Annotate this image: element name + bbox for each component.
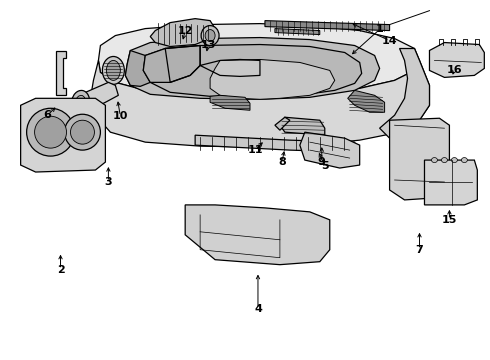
- Text: 11: 11: [247, 145, 263, 155]
- Text: 5: 5: [321, 161, 329, 171]
- Polygon shape: [265, 21, 390, 31]
- Polygon shape: [55, 50, 66, 95]
- Text: 4: 4: [254, 305, 262, 315]
- Polygon shape: [98, 24, 419, 95]
- Ellipse shape: [201, 26, 219, 45]
- Ellipse shape: [75, 95, 86, 109]
- Polygon shape: [300, 132, 360, 168]
- Polygon shape: [75, 82, 119, 112]
- Ellipse shape: [441, 158, 447, 163]
- Circle shape: [71, 120, 95, 144]
- Polygon shape: [390, 118, 449, 200]
- Text: 8: 8: [278, 157, 286, 167]
- Ellipse shape: [462, 158, 467, 163]
- Polygon shape: [210, 95, 250, 110]
- Ellipse shape: [205, 30, 215, 41]
- Text: 2: 2: [57, 265, 64, 275]
- Ellipse shape: [72, 90, 90, 114]
- Polygon shape: [210, 59, 335, 99]
- Text: 14: 14: [382, 36, 397, 46]
- Polygon shape: [185, 205, 330, 265]
- Polygon shape: [125, 50, 150, 86]
- Text: 3: 3: [104, 177, 112, 187]
- Circle shape: [26, 108, 74, 156]
- Polygon shape: [280, 117, 325, 135]
- Text: 16: 16: [446, 66, 462, 76]
- Polygon shape: [91, 60, 429, 147]
- Ellipse shape: [102, 57, 124, 84]
- Polygon shape: [143, 45, 200, 82]
- Ellipse shape: [432, 158, 438, 163]
- Text: 9: 9: [318, 157, 326, 167]
- Text: 12: 12: [177, 26, 193, 36]
- Text: 15: 15: [441, 215, 457, 225]
- Polygon shape: [429, 42, 484, 77]
- Text: 13: 13: [200, 40, 216, 50]
- Text: 1: 1: [376, 24, 384, 35]
- Text: 7: 7: [416, 245, 423, 255]
- Ellipse shape: [106, 60, 121, 80]
- Polygon shape: [21, 98, 105, 172]
- Polygon shape: [125, 37, 380, 99]
- Polygon shape: [150, 19, 215, 46]
- Circle shape: [65, 114, 100, 150]
- Polygon shape: [143, 45, 362, 96]
- Circle shape: [35, 116, 67, 148]
- Polygon shape: [424, 160, 477, 205]
- Polygon shape: [380, 49, 429, 138]
- Polygon shape: [348, 90, 385, 112]
- Text: 6: 6: [44, 110, 51, 120]
- Polygon shape: [195, 135, 355, 152]
- Text: 10: 10: [113, 111, 128, 121]
- Polygon shape: [275, 28, 320, 35]
- Polygon shape: [275, 117, 290, 130]
- Ellipse shape: [451, 158, 457, 163]
